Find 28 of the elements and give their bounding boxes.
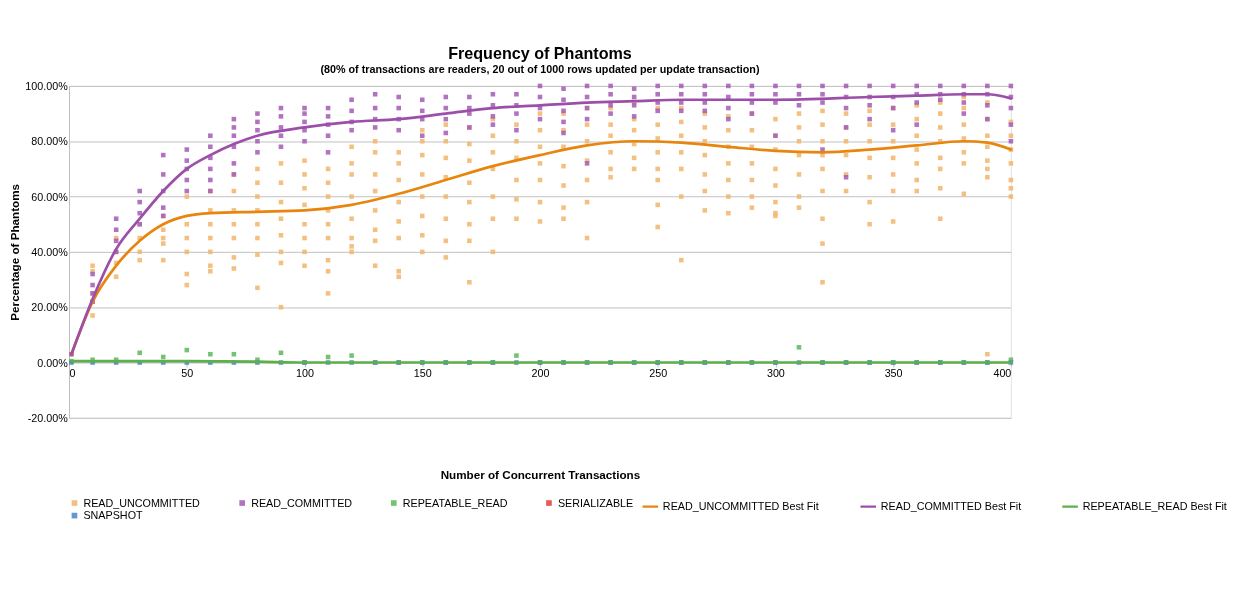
legend-label: REPEATABLE_READ Best Fit bbox=[1082, 500, 1227, 513]
x-tick-label: 200 bbox=[531, 367, 550, 380]
legend-label: READ_UNCOMMITTED Best Fit bbox=[662, 500, 819, 513]
y-tick-label: 80.00% bbox=[31, 135, 69, 148]
chart-title: Frequency of Phantoms bbox=[448, 44, 632, 63]
x-tick-label: 100 bbox=[296, 367, 314, 380]
x-tick-label: 50 bbox=[181, 367, 194, 380]
y-tick-label: 20.00% bbox=[31, 301, 69, 314]
y-axis-title: Percentage of Phantoms bbox=[7, 184, 21, 321]
y-tick-label: 0.00% bbox=[37, 356, 69, 369]
x-tick-label: 250 bbox=[649, 367, 668, 380]
x-tick-label: 150 bbox=[413, 367, 432, 380]
y-tick-label: 100.00% bbox=[25, 79, 69, 92]
x-tick-label: 300 bbox=[766, 367, 785, 380]
x-tick-label: 0 bbox=[69, 367, 76, 380]
x-tick-label: 400 bbox=[993, 367, 1012, 380]
legend-label: REPEATABLE_READ bbox=[402, 496, 508, 509]
y-tick-label: 40.00% bbox=[31, 245, 69, 258]
y-tick-label: -20.00% bbox=[27, 411, 69, 424]
legend-label: READ_COMMITTED bbox=[251, 496, 353, 509]
legend-label: SNAPSHOT bbox=[83, 509, 143, 522]
y-tick-label: 60.00% bbox=[31, 190, 69, 203]
x-tick-label: 350 bbox=[884, 367, 903, 380]
chart-subtitle: (80% of transactions are readers, 20 out of 1000 rows updated per update transaction) bbox=[320, 63, 760, 76]
legend-label: READ_COMMITTED Best Fit bbox=[880, 500, 1022, 513]
legend-label: READ_UNCOMMITTED bbox=[83, 496, 201, 509]
legend-label: SERIALIZABLE bbox=[557, 496, 634, 509]
x-axis-title: Number of Concurrent Transactions bbox=[440, 468, 641, 482]
